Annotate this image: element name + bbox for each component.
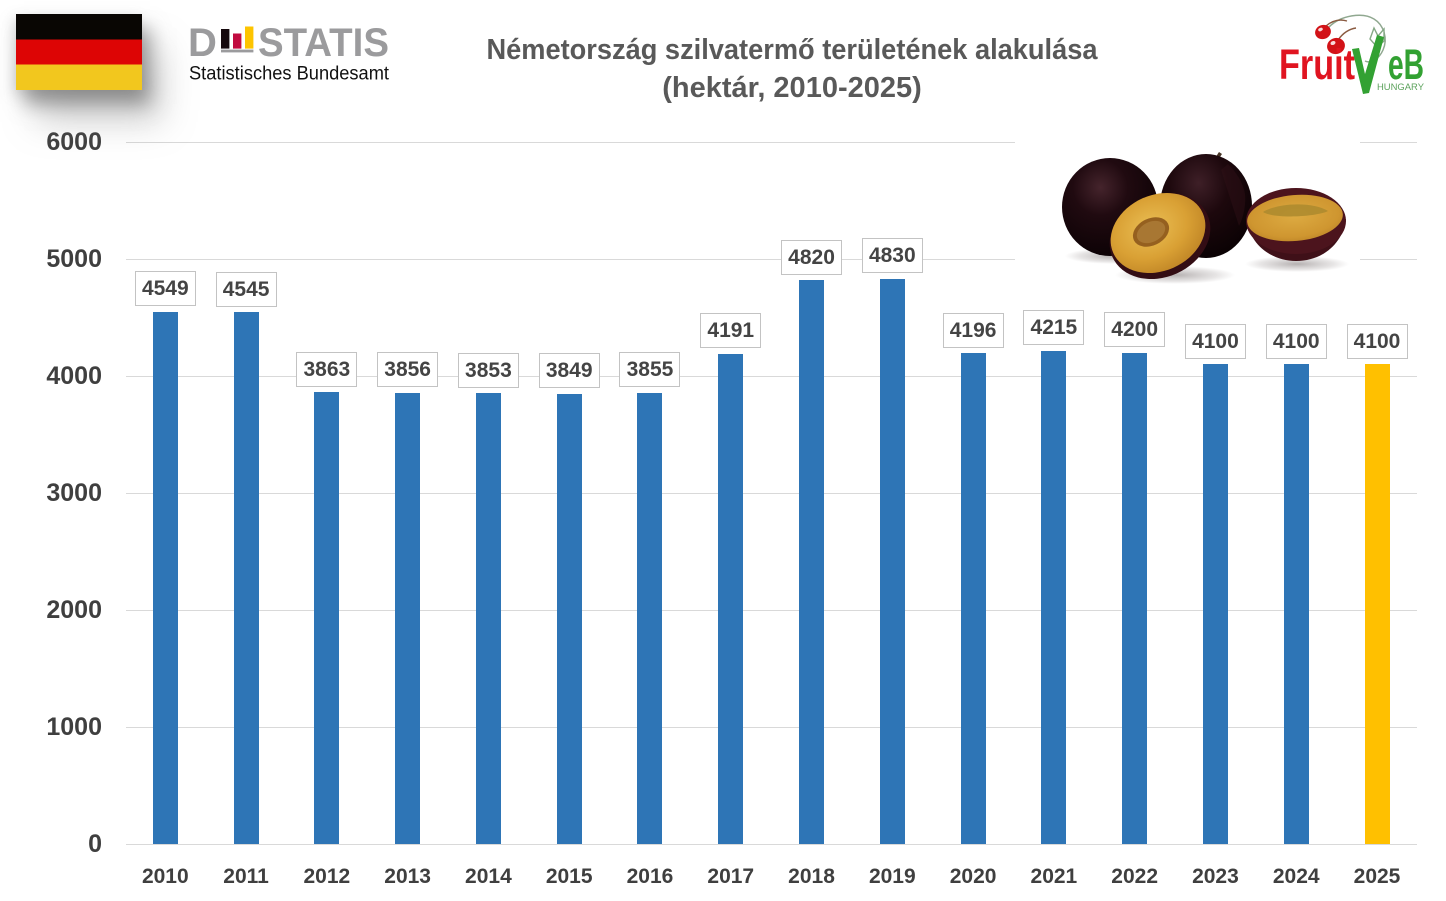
svg-text:(hektár, 2010-2025): (hektár, 2010-2025): [662, 72, 922, 104]
svg-text:D: D: [188, 21, 217, 65]
svg-text:HUNGARY: HUNGARY: [1377, 82, 1425, 93]
svg-text:Statistisches Bundesamt: Statistisches Bundesamt: [189, 64, 390, 85]
svg-text:STATIS: STATIS: [258, 21, 389, 65]
svg-text:Németország szilvatermő terüle: Németország szilvatermő területének alak…: [487, 34, 1099, 66]
svg-text:eB: eB: [1388, 41, 1424, 89]
svg-text:Fruit: Fruit: [1279, 41, 1355, 89]
